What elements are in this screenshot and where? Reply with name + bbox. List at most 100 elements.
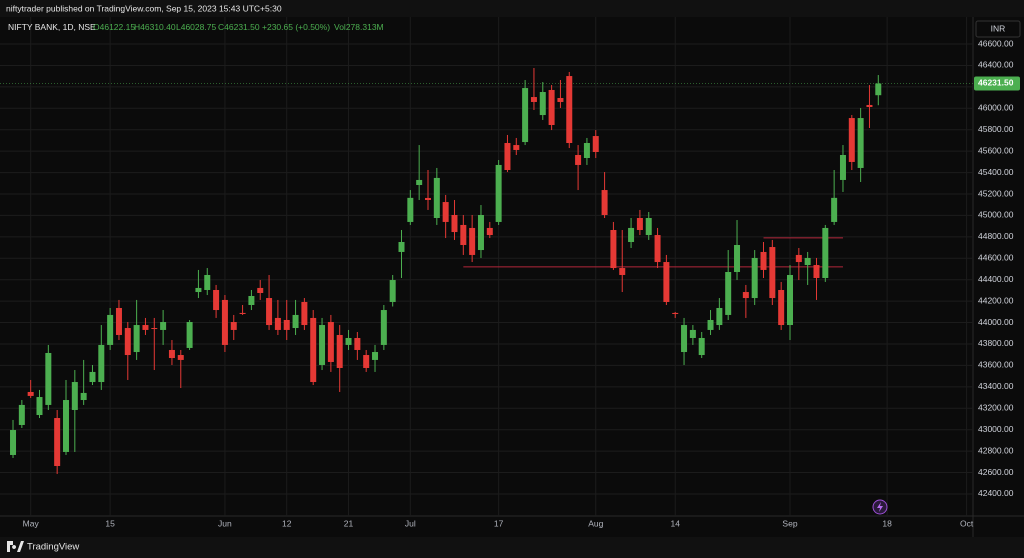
candle-body <box>522 88 529 143</box>
candle-body <box>592 136 599 153</box>
candle-body <box>866 104 873 108</box>
candle-body <box>778 289 785 326</box>
candle-body <box>689 329 696 338</box>
candle-body <box>45 352 52 405</box>
candle-body <box>831 197 838 222</box>
x-tick-label: Oct <box>960 518 974 528</box>
candle-body <box>495 164 502 222</box>
candle-body <box>795 254 802 263</box>
y-tick-label: 43000.00 <box>978 424 1014 434</box>
y-tick-label: 43800.00 <box>978 338 1014 348</box>
candle-body <box>416 179 423 186</box>
candle-body <box>274 317 281 330</box>
candle-body <box>380 310 387 345</box>
x-tick-label: 21 <box>344 518 354 528</box>
candle-body <box>601 190 608 215</box>
candle-body <box>645 217 652 236</box>
candle-body <box>195 287 202 293</box>
candle-body <box>760 251 767 270</box>
candle-body <box>363 355 370 368</box>
candle-body <box>504 143 511 171</box>
y-tick-label: 44400.00 <box>978 274 1014 284</box>
y-tick-label: 42800.00 <box>978 445 1014 455</box>
symbol: NIFTY BANK, 1D, NSE <box>8 22 96 32</box>
candle-body <box>62 400 69 452</box>
candle-body <box>98 344 105 383</box>
candle-body <box>354 337 361 350</box>
candle-body <box>566 76 573 144</box>
candle-body <box>124 328 131 356</box>
candle-body <box>530 97 537 102</box>
candle-body <box>292 314 299 329</box>
x-tick-label: Jun <box>218 518 232 528</box>
candle-body <box>115 307 122 335</box>
candle-body <box>168 349 175 359</box>
candle-body <box>698 337 705 356</box>
candle-body <box>610 229 617 269</box>
y-tick-label: 42400.00 <box>978 488 1014 498</box>
candle-body <box>433 177 440 218</box>
candle-body <box>204 274 211 290</box>
currency[interactable]: INR <box>991 23 1006 33</box>
candle-body <box>54 418 61 467</box>
y-tick-label: 44600.00 <box>978 253 1014 263</box>
candle-body <box>451 214 458 233</box>
alert-bolt <box>877 502 883 512</box>
grid <box>0 17 973 516</box>
candle-body <box>133 325 140 353</box>
currency-box[interactable] <box>975 20 1021 38</box>
legend-volume: Vol278.313M <box>334 22 384 32</box>
candle-body <box>672 312 679 314</box>
candle-body <box>513 145 520 150</box>
candle-body <box>36 397 43 416</box>
x-tick-label: Aug <box>588 518 603 528</box>
brand-logo <box>7 541 24 552</box>
candle-body <box>583 143 590 159</box>
candle-body <box>424 197 431 200</box>
candle-body <box>398 241 405 252</box>
candle-body <box>742 292 749 299</box>
last-price-box <box>974 76 1020 91</box>
candle-body <box>619 268 626 275</box>
y-tick-label: 46400.00 <box>978 60 1014 70</box>
x-tick-label: Sep <box>782 518 797 528</box>
labels: 42400.00 42600.00 42800.00 43000.00 43200.00… <box>23 38 1020 528</box>
legend-open: O46122.15 <box>93 22 135 32</box>
candle-body <box>177 355 184 360</box>
y-tick-label: 44800.00 <box>978 231 1014 241</box>
candle-body <box>769 247 776 299</box>
candle-body <box>681 325 688 353</box>
candle-body <box>27 391 34 396</box>
top-bar <box>0 0 1024 17</box>
candle-body <box>221 299 228 345</box>
candle-body <box>751 257 758 299</box>
candle-body <box>857 118 864 168</box>
candle-body <box>345 337 352 345</box>
candle-body <box>469 227 476 255</box>
candle-body <box>839 155 846 180</box>
x-tick-label: 17 <box>494 518 504 528</box>
candle-body <box>71 382 78 410</box>
legend-change: +230.65 (+0.50%) <box>262 22 330 32</box>
candle-body <box>151 328 158 330</box>
y-tick-label: 45600.00 <box>978 145 1014 155</box>
candle-body <box>822 227 829 278</box>
x-tick-label: 14 <box>670 518 680 528</box>
y-tick-label: 44000.00 <box>978 317 1014 327</box>
candle-body <box>372 352 379 360</box>
x-tick-label: 15 <box>105 518 115 528</box>
candle-body <box>283 319 290 330</box>
candle-body <box>848 118 855 162</box>
candle-body <box>654 235 661 263</box>
candle-body <box>319 325 326 365</box>
y-tick-label: 43400.00 <box>978 381 1014 391</box>
y-tick-label: 42600.00 <box>978 467 1014 477</box>
symbol-legend: NIFTY BANK, 1D, NSE O46122.15 H46310.40 … <box>8 22 384 32</box>
y-tick-label: 46000.00 <box>978 103 1014 113</box>
bottom-bar <box>0 537 1024 558</box>
candle-body <box>310 317 317 383</box>
candle-body <box>142 325 149 330</box>
candle-body <box>239 312 246 314</box>
